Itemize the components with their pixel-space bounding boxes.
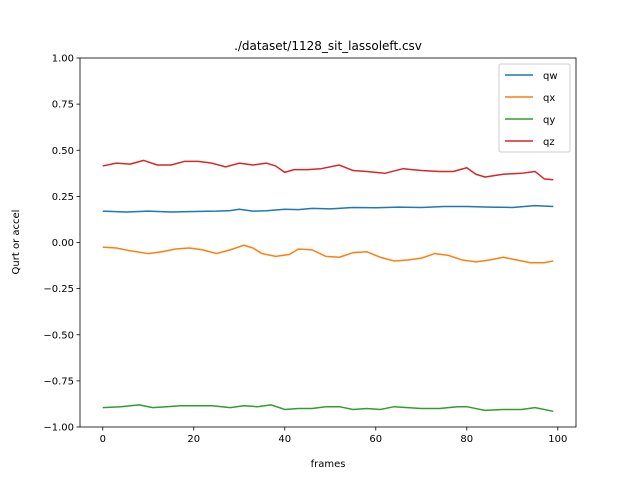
series-line-qw <box>102 204 554 213</box>
y-tick-label: 1.00 <box>52 54 74 65</box>
y-tick-label: −0.25 <box>43 284 74 295</box>
y-tick-label: −1.00 <box>43 423 74 434</box>
legend-label-qw: qw <box>543 71 558 82</box>
legend-label-qy: qy <box>543 115 555 126</box>
x-axis-title: frames <box>311 459 346 470</box>
x-tick-label: 60 <box>369 434 382 445</box>
series-line-qz <box>102 159 554 181</box>
x-tick-label: 100 <box>548 434 567 445</box>
legend-label-qz: qz <box>543 137 555 148</box>
chart-title: ./dataset/1128_sit_lassoleft.csv <box>234 39 422 53</box>
y-tick-label: −0.75 <box>43 376 74 387</box>
legend-label-qx: qx <box>543 93 555 104</box>
series-line-qy <box>102 404 554 413</box>
series-line-qx <box>102 244 554 264</box>
y-axis-title: Qurt or accel <box>11 210 22 275</box>
x-tick-label: 80 <box>460 434 473 445</box>
x-axis: 0 20 40 60 80 100 <box>100 427 567 445</box>
y-axis: −1.00 −0.75 −0.50 −0.25 0.00 0.25 0.50 0.75 1.00 <box>43 54 80 434</box>
legend-box <box>498 63 571 153</box>
y-tick-label: 0.00 <box>52 238 74 249</box>
y-tick-label: 0.50 <box>52 146 74 157</box>
x-tick-label: 40 <box>278 434 291 445</box>
x-tick-label: 20 <box>187 434 200 445</box>
plot-area <box>102 159 554 413</box>
y-tick-label: 0.25 <box>52 192 74 203</box>
y-tick-label: −0.50 <box>43 330 74 341</box>
y-tick-label: 0.75 <box>52 100 74 111</box>
legend: qw qx qy qz <box>498 63 571 153</box>
x-tick-label: 0 <box>100 434 106 445</box>
